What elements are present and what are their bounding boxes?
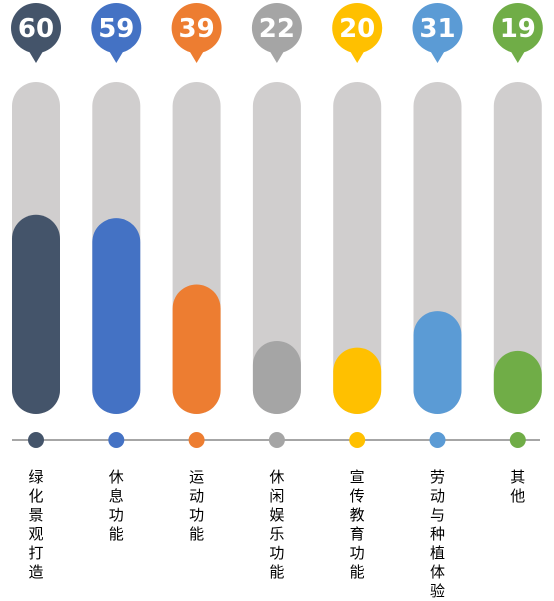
category-label: 绿化景观打造 xyxy=(28,468,44,581)
value-bubble xyxy=(332,3,383,53)
value-bubble xyxy=(91,3,142,53)
data-label: 31 xyxy=(419,14,455,44)
bar-track xyxy=(252,82,301,414)
category-label: 休闲娱乐功能 xyxy=(269,468,285,581)
value-bubble xyxy=(492,3,543,53)
category-label: 其他 xyxy=(510,468,526,505)
axis-marker-dot xyxy=(28,432,44,448)
bar-track xyxy=(493,82,542,414)
data-label: 39 xyxy=(179,14,215,44)
bar xyxy=(252,340,301,414)
value-bubble xyxy=(412,3,463,53)
bar xyxy=(493,350,542,414)
data-label: 59 xyxy=(98,14,134,44)
category-label: 宣传教育功能 xyxy=(349,468,365,581)
data-label: 20 xyxy=(339,14,375,44)
bar xyxy=(92,218,141,414)
bar xyxy=(333,347,382,414)
axis-marker-dot xyxy=(108,432,125,448)
bar xyxy=(12,214,60,414)
data-label: 60 xyxy=(18,14,54,44)
axis-marker-dot xyxy=(429,432,446,448)
axis-marker-dot xyxy=(349,432,366,448)
value-bubble xyxy=(251,3,302,53)
category-label: 休息功能 xyxy=(108,468,124,543)
axis-marker-dot xyxy=(268,432,285,448)
data-label: 22 xyxy=(259,14,295,44)
axis-marker-dot xyxy=(509,432,526,448)
bar xyxy=(413,311,462,414)
data-label: 19 xyxy=(500,14,536,44)
bar xyxy=(172,284,221,414)
bar-track xyxy=(333,82,382,414)
value-bubble xyxy=(171,3,222,53)
category-label: 运动功能 xyxy=(189,468,205,543)
value-bubble xyxy=(11,3,61,53)
axis-marker-dot xyxy=(188,432,205,448)
category-label: 劳动与种植体验 xyxy=(429,468,445,600)
